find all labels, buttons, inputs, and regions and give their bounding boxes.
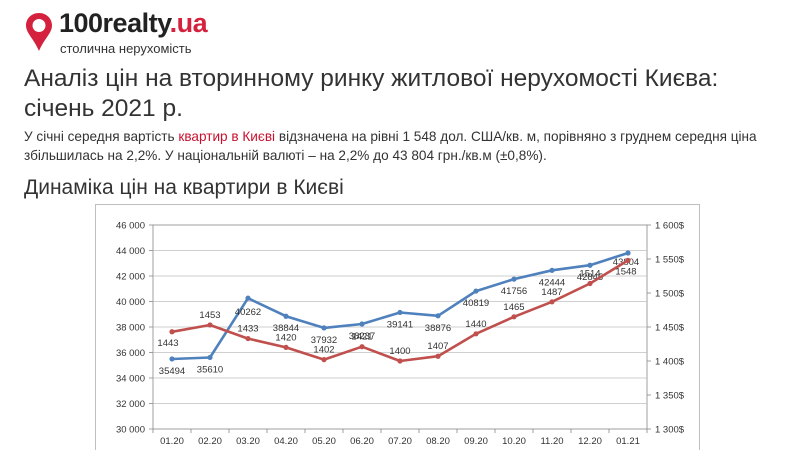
y-left-tick-label: 38 000 <box>116 323 145 334</box>
kyiv-apartments-link[interactable]: квартир в Києві <box>178 129 276 144</box>
x-tick-label: 05.20 <box>312 436 336 447</box>
y-right-tick-label: 1 400$ <box>655 357 685 368</box>
data-point <box>169 356 175 362</box>
data-point <box>435 313 441 319</box>
data-point <box>473 331 479 337</box>
data-label: 38237 <box>349 331 375 342</box>
price-chart: 30 000 32 000 34 000 36 000 38 000 40 000 42 0… <box>95 204 700 450</box>
x-tick-label: 06.20 <box>350 436 374 447</box>
y-right-tick-label: 1 500$ <box>655 289 685 300</box>
x-tick-label: 12.20 <box>578 436 602 447</box>
data-point <box>587 280 593 287</box>
y-right-tick-label: 1 300$ <box>655 425 685 436</box>
article-summary: У січні середня вартість квартир в Києві… <box>24 127 784 165</box>
y-right-tick-label: 1 350$ <box>655 391 685 402</box>
data-label: 42444 <box>539 277 565 288</box>
data-label: 1453 <box>199 310 220 321</box>
data-point <box>283 313 289 319</box>
data-label: 1443 <box>157 338 178 349</box>
x-tick-label: 09.20 <box>464 436 488 447</box>
data-point <box>435 353 441 359</box>
data-label: 38844 <box>273 323 299 334</box>
data-point <box>397 309 403 316</box>
logo-tld-text: .ua <box>169 8 208 38</box>
data-label: 40262 <box>235 307 261 318</box>
data-label: 1487 <box>541 287 562 298</box>
data-point <box>359 321 365 327</box>
data-point <box>207 354 213 361</box>
data-label: 1433 <box>237 324 258 335</box>
y-right-tick-label: 1 550$ <box>655 255 685 266</box>
data-point <box>511 314 517 320</box>
data-point <box>245 295 251 301</box>
price-chart-svg: 30 000 32 000 34 000 36 000 38 000 40 000 42 0… <box>95 204 700 450</box>
data-label: 1400 <box>389 346 410 357</box>
data-label: 1465 <box>503 302 524 313</box>
summary-text-end: відзначена на рівні 1 548 дол. США/кв. м… <box>24 129 757 163</box>
logo-name-text: 100realty <box>59 8 170 38</box>
y-left-tick-label: 34 000 <box>116 374 145 385</box>
x-tick-label: 10.20 <box>502 436 526 447</box>
x-tick-label: 01.21 <box>616 436 640 447</box>
data-label: 1407 <box>427 341 448 352</box>
y-left-tick-label: 46 000 <box>116 221 145 232</box>
data-label: 35494 <box>159 366 185 377</box>
data-label: 41756 <box>501 286 527 297</box>
y-right-tick-label: 1 450$ <box>655 323 685 334</box>
data-label: 38876 <box>425 323 451 334</box>
y-left-tick-label: 42 000 <box>116 272 145 283</box>
data-point <box>321 325 327 331</box>
y-left-tick-label: 30 000 <box>116 425 145 436</box>
data-point <box>283 344 289 350</box>
data-label: 1514 <box>579 268 600 279</box>
data-label: 35610 <box>197 364 223 375</box>
y-left-tick-label: 40 000 <box>116 297 145 308</box>
data-label: 1402 <box>313 345 334 356</box>
data-point <box>397 358 403 364</box>
data-point <box>625 257 631 263</box>
data-point <box>321 357 327 363</box>
y-left-tick-label: 36 000 <box>116 348 145 359</box>
y-left-tick-label: 32 000 <box>116 399 145 410</box>
x-tick-label: 01.20 <box>160 436 184 447</box>
data-label: 1440 <box>465 319 486 330</box>
y-left-tick-label: 44 000 <box>116 246 145 257</box>
data-point <box>587 262 593 268</box>
data-label: 39141 <box>387 319 413 330</box>
data-point <box>549 299 555 305</box>
location-pin-icon <box>26 13 52 51</box>
x-tick-label: 07.20 <box>388 436 412 447</box>
data-point <box>549 267 555 273</box>
data-label: 1420 <box>275 332 296 343</box>
logo-wordmark: 100realty.ua <box>59 8 208 39</box>
data-point <box>473 288 479 294</box>
data-point <box>245 335 251 342</box>
logo-tagline: столична нерухомість <box>60 41 192 56</box>
y-right-tick-label: 1 600$ <box>655 221 685 232</box>
data-point <box>169 329 175 335</box>
data-point <box>359 344 365 350</box>
data-point <box>625 250 631 256</box>
site-logo[interactable]: 100realty.ua столична нерухомість <box>25 8 255 58</box>
summary-text-start: У січні середня вартість <box>24 129 179 144</box>
x-tick-label: 08.20 <box>426 436 450 447</box>
x-tick-label: 03.20 <box>236 436 260 447</box>
x-tick-label: 11.20 <box>540 436 563 447</box>
chart-title: Динаміка цін на квартири в Києві <box>24 176 344 199</box>
data-label: 1421 <box>351 332 372 343</box>
data-label: 42845 <box>577 272 603 283</box>
data-point <box>207 322 213 328</box>
data-label: 1548 <box>615 266 636 277</box>
page-title: Аналіз цін на вторинному ринку житлової … <box>24 65 719 122</box>
x-tick-label: 02.20 <box>198 436 222 447</box>
data-label: 37932 <box>311 335 337 346</box>
data-point <box>511 276 517 282</box>
data-label: 40819 <box>463 298 489 309</box>
x-tick-label: 04.20 <box>274 436 298 447</box>
